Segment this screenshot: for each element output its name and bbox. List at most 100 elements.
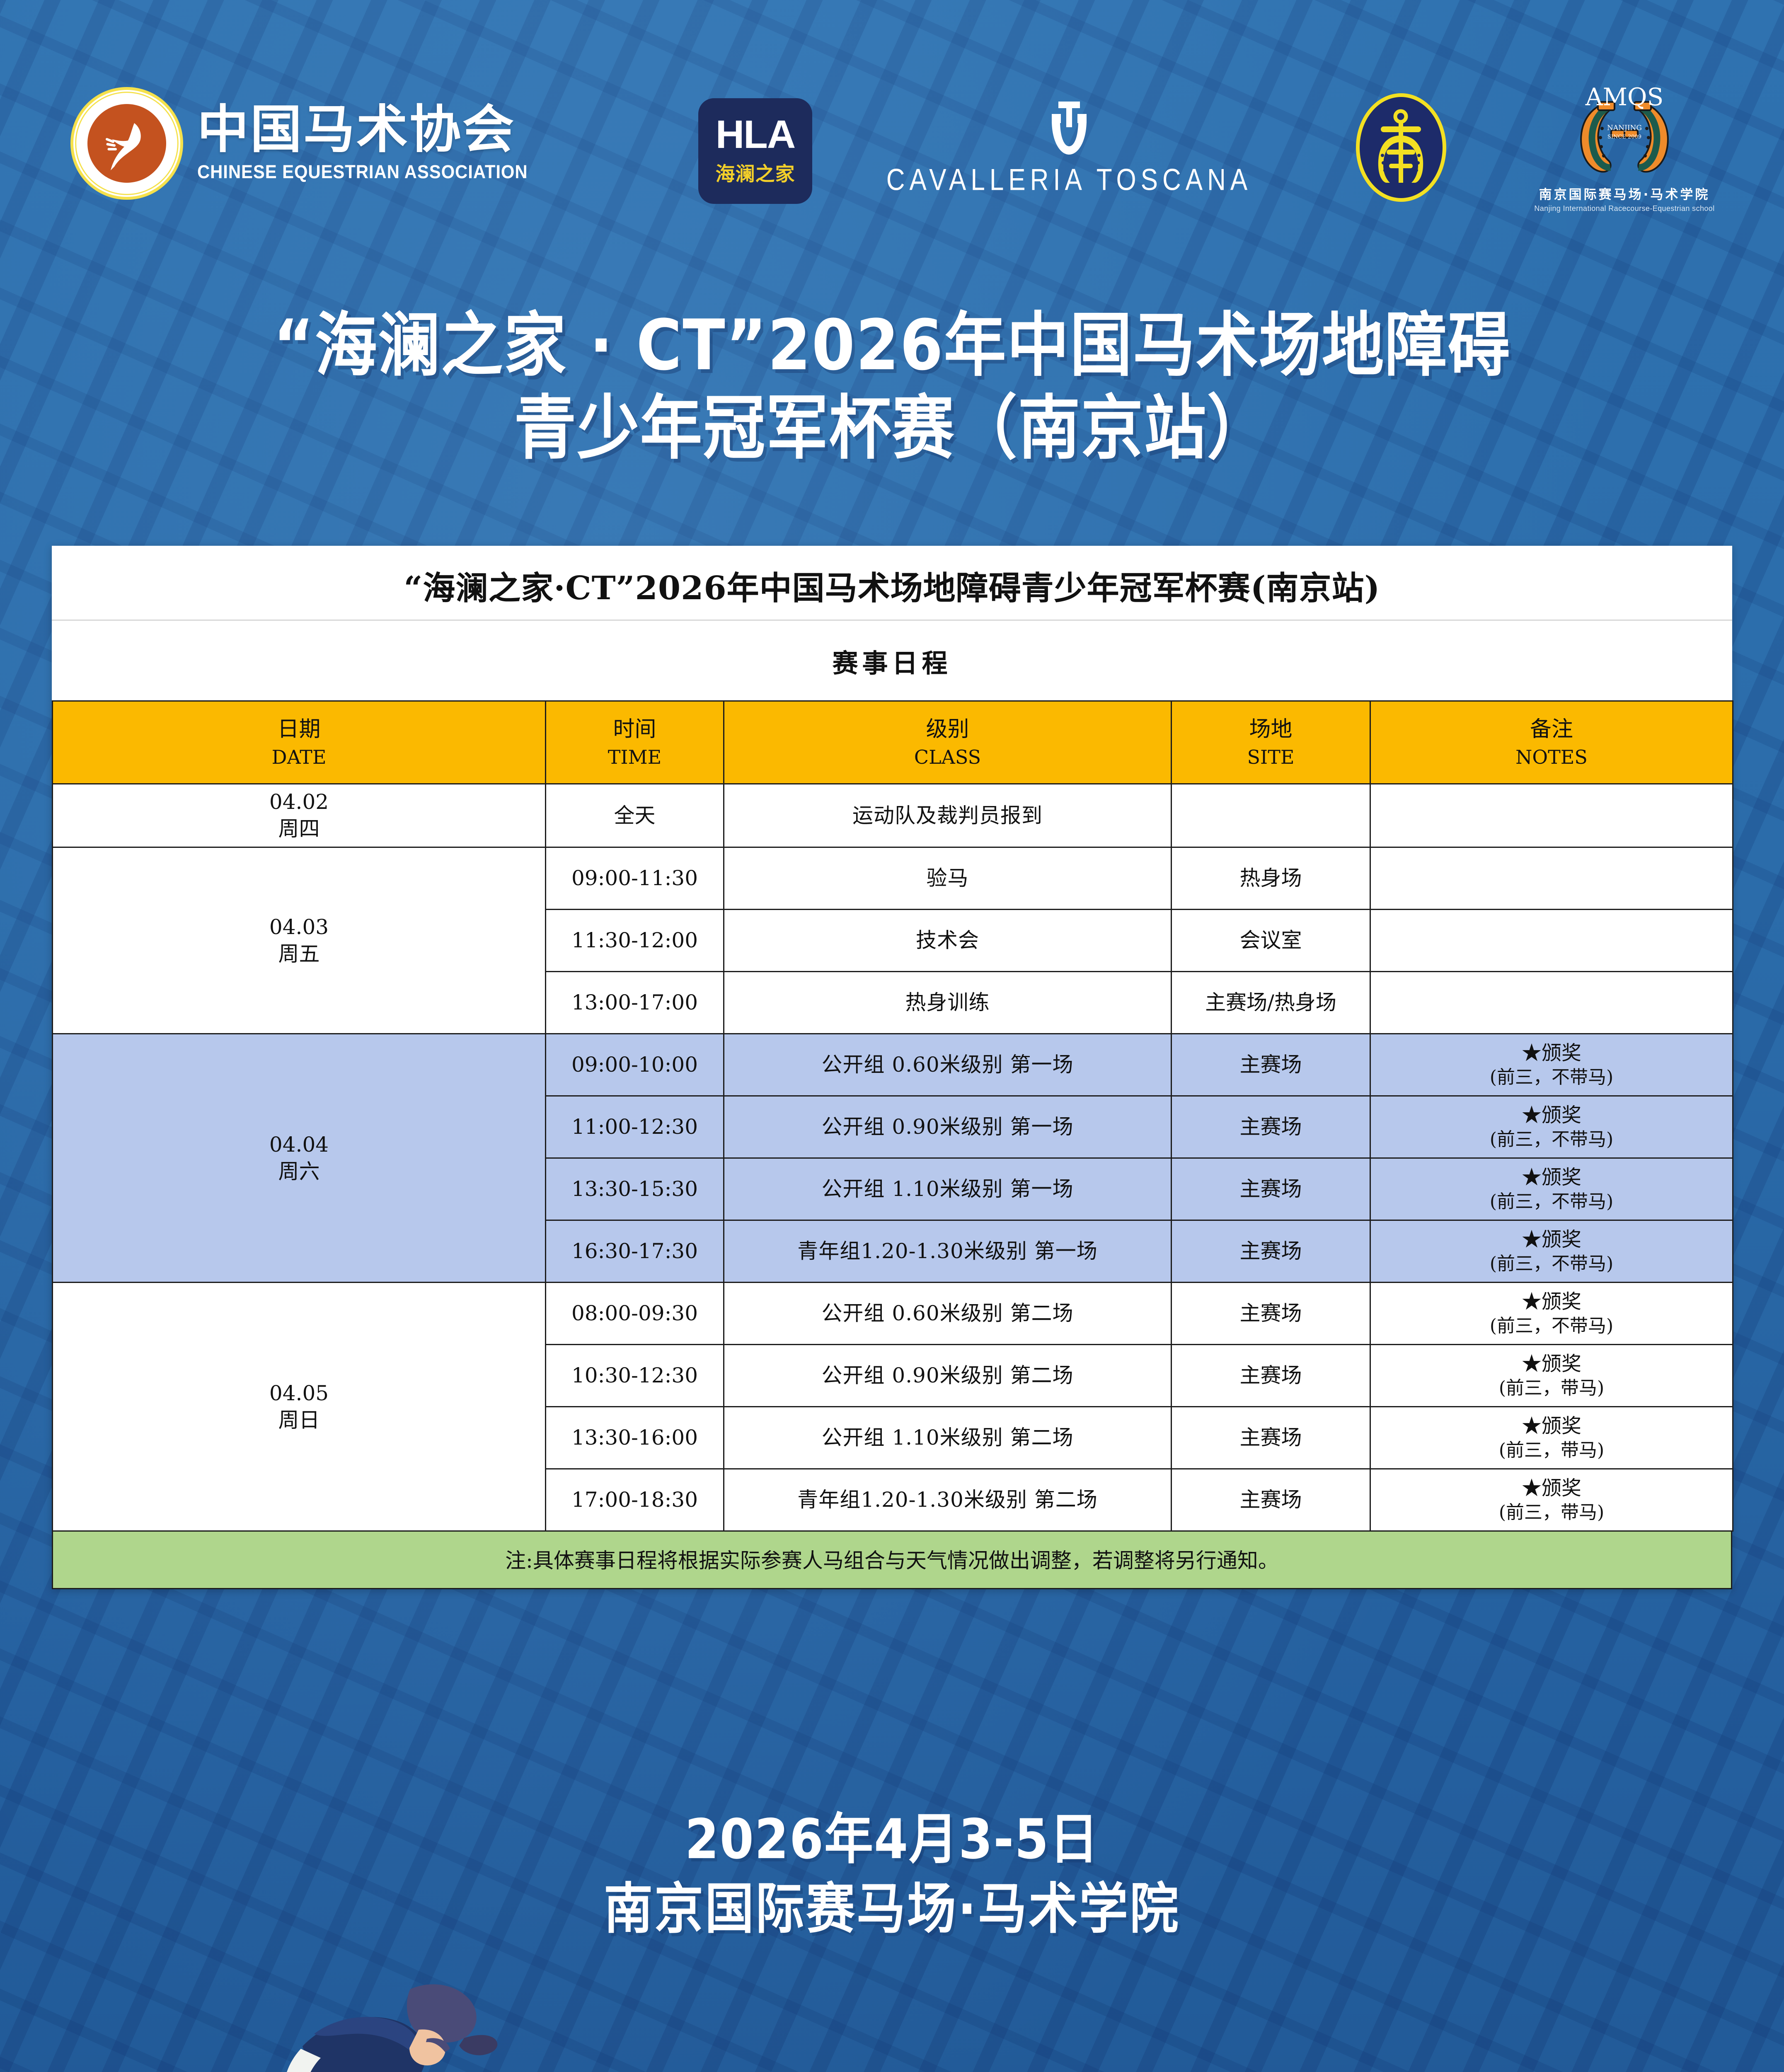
note-award: ★颁奖: [1521, 1103, 1581, 1127]
table-header-row: 日期 DATE 时间 TIME 级别 CLASS 场地 SITE: [52, 700, 1733, 784]
table-row: 10:30-12:30 公开组 0.90米级别 第二场 主赛场 ★颁奖 (前三，带马): [53, 1344, 1733, 1407]
hla-name-cn: 海澜之家: [715, 162, 795, 186]
cell-class: 青年组1.20-1.30米级别 第一场: [723, 1220, 1172, 1283]
cell-class: 热身训练: [723, 971, 1172, 1034]
cell-class: 公开组 0.60米级别 第二场: [723, 1282, 1172, 1345]
event-venue: 南京国际赛马场·马术学院: [604, 1876, 1180, 1941]
cell-time: 11:00-12:30: [545, 1095, 724, 1159]
amqs-name-en: Nanjing International Racecourse-Equestr…: [1534, 204, 1715, 213]
amqs-double-horseshoe-icon: AMQS NANJING SINCE 2009: [1580, 87, 1669, 173]
cell-date: 04.04 周六: [52, 1033, 546, 1283]
date-value: 04.03: [269, 915, 329, 939]
col-header-date: 日期 DATE: [52, 700, 546, 784]
weekday-value: 周六: [278, 1159, 320, 1184]
logo-cavalleria-toscana: CAVALLERIA TOSCANA: [870, 102, 1268, 197]
cell-class: 公开组 1.10米级别 第一场: [723, 1157, 1172, 1221]
cell-class: 青年组1.20-1.30米级别 第二场: [723, 1468, 1172, 1532]
schedule-card-title: “海澜之家·CT”2026年中国马术场地障碍青少年冠军杯赛(南京站): [52, 546, 1732, 621]
table-row: 04.03 周五 09:00-11:30 验马 热身场: [52, 847, 1733, 1034]
cell-site: 会议室: [1171, 909, 1371, 972]
schedule-table-body: 04.02 周四 全天 运动队及裁判员报到 04.03 周五 09:00-11:30 验马 热身…: [52, 783, 1733, 1532]
cell-site: 主赛场: [1171, 1282, 1371, 1345]
cell-time: 09:00-10:00: [545, 1033, 724, 1097]
schedule-footnote: 注:具体赛事日程将根据实际参赛人马组合与天气情况做出调整，若调整将另行通知。: [52, 1532, 1732, 1589]
note-award: ★颁奖: [1521, 1476, 1581, 1500]
note-empty: [1373, 940, 1730, 941]
cell-site: 主赛场/热身场: [1171, 971, 1371, 1034]
date-value: 04.02: [269, 790, 329, 814]
cell-date: 04.05 周日: [52, 1282, 546, 1532]
show-jumping-rider-illustration: [287, 1984, 498, 2072]
table-row: 04.05 周日 08:00-09:30 公开组 0.60米级别 第二场 主赛场 ★颁奖(…: [52, 1282, 1733, 1532]
cea-horse-head-icon: [106, 123, 141, 171]
amqs-name-cn: 南京国际赛马场·马术学院: [1539, 187, 1710, 202]
event-info: 2026年4月3-5日 南京国际赛马场·马术学院: [0, 1805, 1784, 1944]
poster-headline: “海澜之家 · CT”2026年中国马术场地障碍 青少年冠军杯赛（南京站）: [0, 305, 1784, 470]
cell-time: 16:30-17:30: [545, 1220, 724, 1283]
table-row: 16:30-17:30 青年组1.20-1.30米级别 第一场 主赛场 ★颁奖 (前三，…: [53, 1220, 1733, 1283]
cell-notes: ★颁奖 (前三，不带马): [1370, 1033, 1733, 1097]
table-row: 04.04 周六 09:00-10:00 公开组 0.60米级别 第一场 主赛场 ★颁奖(…: [52, 1033, 1733, 1283]
cell-time: 13:30-16:00: [545, 1406, 724, 1469]
table-row: 13:30-16:00 公开组 1.10米级别 第二场 主赛场 ★颁奖 (前三，带马): [53, 1406, 1733, 1469]
cell-site: 主赛场: [1171, 1344, 1371, 1407]
cell-site: 主赛场: [1171, 1033, 1371, 1097]
cell-notes: ★颁奖 (前三，不带马): [1370, 1220, 1733, 1283]
headline-line-1: “海澜之家 · CT”2026年中国马术场地障碍: [273, 305, 1511, 386]
amqs-sub1-text: NANJING: [1607, 124, 1642, 132]
cea-name-cn: 中国马术协会: [197, 100, 516, 160]
cell-date: 04.02 周四: [52, 783, 546, 848]
schedule-table-head: 日期 DATE 时间 TIME 级别 CLASS 场地 SITE: [52, 700, 1733, 784]
cell-time: 08:00-09:30: [545, 1282, 724, 1345]
note-detail: (前三，不带马): [1489, 1253, 1614, 1274]
note-award: ★颁奖: [1521, 1041, 1581, 1065]
logo-crest: [1356, 93, 1446, 202]
date-value: 04.04: [269, 1132, 329, 1157]
table-row: 13:00-17:00 热身训练 主赛场/热身场: [53, 971, 1733, 1034]
cell-class: 公开组 0.90米级别 第一场: [723, 1095, 1172, 1159]
rider: [287, 1984, 498, 2072]
cell-class: 公开组 0.90米级别 第二场: [723, 1344, 1172, 1407]
logo-chinese-equestrian-association: 中国马术协会 CHINESE EQUESTRIAN ASSOCIATION: [70, 87, 553, 200]
cell-class: 验马: [723, 847, 1172, 910]
schedule-card: “海澜之家·CT”2026年中国马术场地障碍青少年冠军杯赛(南京站) 赛事日程 …: [52, 546, 1733, 1589]
note-empty: [1373, 878, 1730, 879]
cell-site: 主赛场: [1171, 1095, 1371, 1159]
table-row: 04.02 周四 全天 运动队及裁判员报到: [52, 783, 1733, 848]
cell-site: 主赛场: [1171, 1157, 1371, 1221]
cell-time: 09:00-11:30: [545, 847, 724, 910]
cell-time: 10:30-12:30: [545, 1344, 724, 1407]
cell-class: 公开组 0.60米级别 第一场: [723, 1033, 1172, 1097]
cea-name-en: CHINESE EQUESTRIAN ASSOCIATION: [197, 161, 528, 182]
amqs-sub2-text: SINCE 2009: [1607, 134, 1641, 140]
note-empty: [1373, 1002, 1730, 1003]
note-detail: (前三，带马): [1498, 1439, 1605, 1461]
note-detail: (前三，不带马): [1489, 1191, 1614, 1212]
cell-notes: ★颁奖 (前三，不带马): [1370, 1282, 1733, 1345]
cell-notes: [1370, 783, 1733, 848]
cell-notes: ★颁奖 (前三，带马): [1370, 1406, 1733, 1469]
weekday-value: 周五: [278, 942, 320, 966]
col-header-notes: 备注 NOTES: [1370, 700, 1733, 784]
logo-hla: HLA 海澜之家: [698, 98, 812, 204]
cell-site: [1171, 783, 1371, 848]
event-dates: 2026年4月3-5日: [685, 1807, 1099, 1871]
cell-class: 技术会: [723, 909, 1172, 972]
cea-seal-icon: [70, 87, 183, 200]
col-header-class: 级别 CLASS: [723, 700, 1172, 784]
weekday-value: 周日: [278, 1408, 320, 1432]
cell-site: 热身场: [1171, 847, 1371, 910]
cell-notes: ★颁奖 (前三，不带马): [1370, 1095, 1733, 1159]
table-row: 11:30-12:00 技术会 会议室: [53, 909, 1733, 972]
cea-ring-text-icon: [75, 92, 179, 195]
note-detail: (前三，带马): [1498, 1377, 1605, 1399]
note-award: ★颁奖: [1521, 1227, 1581, 1251]
cea-wordmark: 中国马术协会 CHINESE EQUESTRIAN ASSOCIATION: [197, 104, 553, 183]
col-header-time: 时间 TIME: [545, 700, 724, 784]
cell-site: 主赛场: [1171, 1468, 1371, 1532]
note-detail: (前三，带马): [1498, 1501, 1605, 1523]
table-row: 11:00-12:30 公开组 0.90米级别 第一场 主赛场 ★颁奖 (前三，不带马): [53, 1095, 1733, 1159]
col-header-site: 场地 SITE: [1171, 700, 1371, 784]
cell-notes: [1370, 847, 1733, 910]
cell-site: 主赛场: [1171, 1406, 1371, 1469]
